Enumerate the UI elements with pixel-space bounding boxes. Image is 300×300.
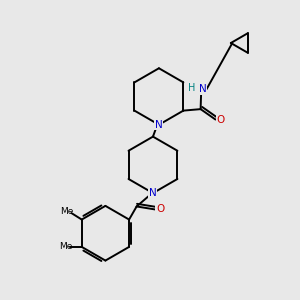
Text: N: N bbox=[155, 120, 163, 130]
Text: N: N bbox=[149, 188, 157, 198]
Text: O: O bbox=[156, 204, 164, 214]
Text: Me: Me bbox=[59, 242, 72, 251]
Text: N: N bbox=[199, 84, 207, 94]
Text: Me: Me bbox=[60, 207, 74, 216]
Text: H: H bbox=[188, 83, 195, 93]
Text: O: O bbox=[216, 115, 225, 124]
